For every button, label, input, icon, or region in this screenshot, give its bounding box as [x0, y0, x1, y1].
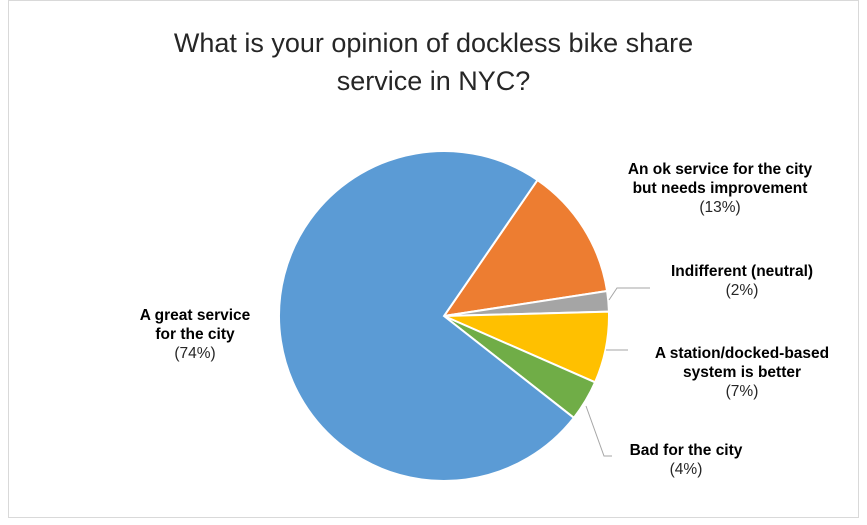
slice-label-0-line-0: An ok service for the city: [628, 161, 813, 178]
chart-title-line-2: service in NYC?: [336, 66, 531, 96]
chart-title-line-1: What is your opinion of dockless bike sh…: [173, 28, 694, 58]
slice-label-4: A great service for the city (74%): [140, 307, 251, 362]
slice-percent-1: (2%): [726, 282, 759, 299]
slice-label-2-line-1: system is better: [683, 364, 801, 381]
leader-line-3: [585, 405, 612, 457]
slice-percent-2: (7%): [726, 383, 759, 400]
slice-label-2: A station/docked-based system is better (7…: [655, 345, 829, 400]
slice-label-1: Indifferent (neutral) (2%): [671, 263, 813, 299]
pie-slices: [278, 150, 610, 482]
slice-percent-4: (74%): [174, 345, 215, 362]
slice-label-3-line-0: Bad for the city: [630, 442, 743, 459]
pie-slice-4: [278, 150, 576, 482]
pie-slice-0: [441, 178, 609, 318]
chart-title: What is your opinion of dockless bike sh…: [0, 24, 867, 100]
slice-label-0: An ok service for the city but needs impr…: [628, 161, 813, 216]
slice-label-4-line-0: A great service: [140, 307, 251, 324]
slice-label-3: Bad for the city (4%): [630, 442, 743, 478]
slice-percent-3: (4%): [670, 461, 703, 478]
slice-label-4-line-1: for the city: [155, 326, 235, 343]
slice-label-0-line-1: but needs improvement: [633, 180, 808, 197]
slice-label-1-line-0: Indifferent (neutral): [671, 263, 813, 280]
slice-label-2-line-0: A station/docked-based: [655, 345, 829, 362]
slice-percent-0: (13%): [699, 199, 740, 216]
leader-line-1: [608, 287, 650, 301]
